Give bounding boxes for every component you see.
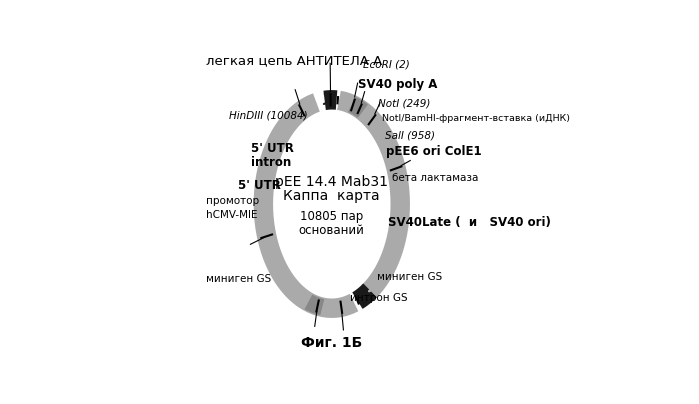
Text: 5' UTR: 5' UTR	[251, 142, 294, 155]
Text: промотор: промотор	[206, 196, 259, 206]
Text: Каппа  карта: Каппа карта	[284, 189, 380, 203]
Text: NotI (249): NotI (249)	[378, 98, 431, 108]
Text: 10805 пар: 10805 пар	[300, 210, 363, 223]
Text: SV40Late (  и   SV40 ori): SV40Late ( и SV40 ori)	[388, 217, 551, 229]
Text: intron: intron	[251, 156, 291, 169]
Text: легкая цепь АНТИТЕЛА А: легкая цепь АНТИТЕЛА А	[206, 55, 382, 68]
Text: pEE6 ori ColE1: pEE6 ori ColE1	[387, 145, 482, 158]
Text: миниген GS: миниген GS	[206, 274, 271, 284]
Text: оснований: оснований	[299, 224, 365, 237]
Text: миниген GS: миниген GS	[377, 272, 442, 282]
Text: 5' UTR: 5' UTR	[238, 179, 281, 192]
Text: интрон GS: интрон GS	[350, 292, 408, 303]
Text: NotI/BamHI-фрагмент-вставка (иДНК): NotI/BamHI-фрагмент-вставка (иДНК)	[382, 114, 570, 123]
Text: SalI (958): SalI (958)	[384, 131, 435, 141]
Text: бета лактамаза: бета лактамаза	[392, 173, 479, 183]
Text: hCMV-MIE: hCMV-MIE	[206, 210, 257, 220]
Text: HinDIII (10084): HinDIII (10084)	[229, 111, 308, 121]
Text: Фиг. 1Б: Фиг. 1Б	[301, 336, 362, 350]
Text: SV40 poly A: SV40 poly A	[359, 78, 438, 91]
Text: EcoRI (2): EcoRI (2)	[363, 59, 410, 69]
Text: pEE 14.4 Mab31: pEE 14.4 Mab31	[275, 175, 389, 189]
